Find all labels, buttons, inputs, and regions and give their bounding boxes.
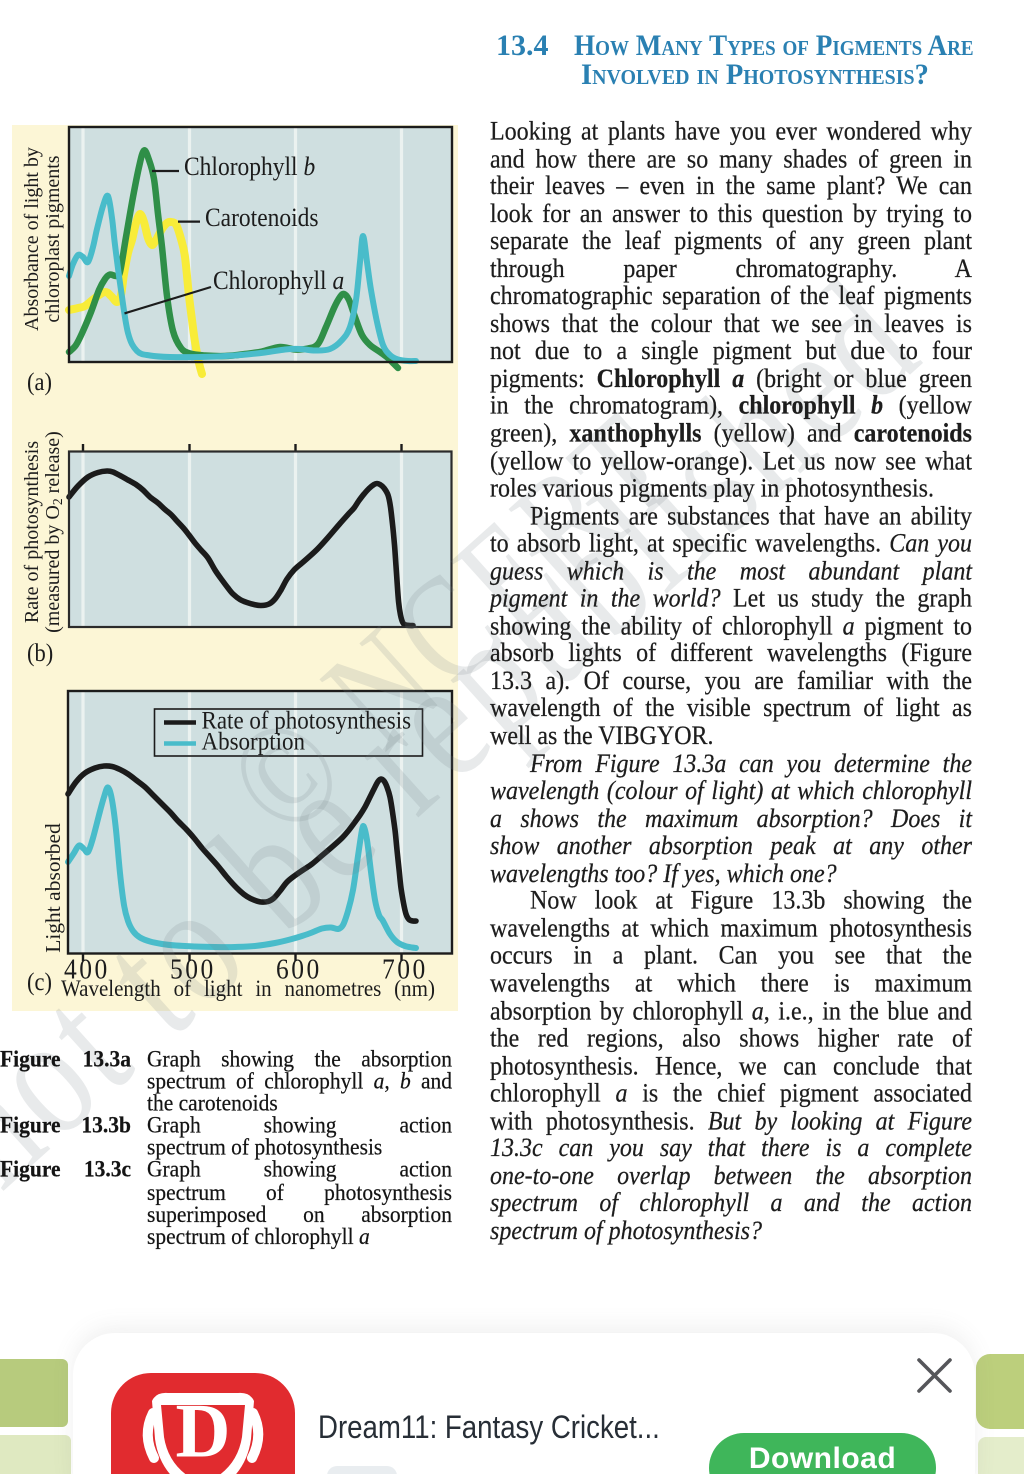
- svg-text:D: D: [176, 1388, 231, 1474]
